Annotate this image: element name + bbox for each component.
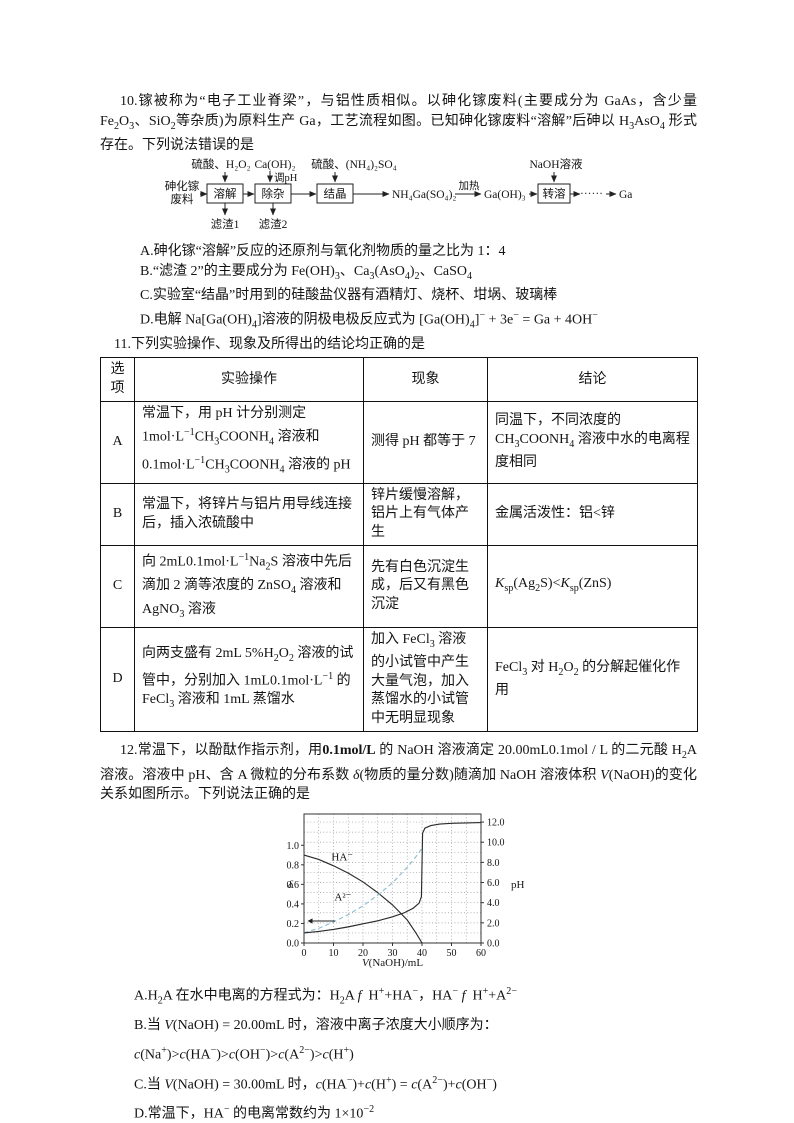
q12-option-b-order: c(Na+)>c(HA−)>c(OH−)>c(A2−)>c(H+) — [134, 1045, 354, 1063]
row-a-operation: 常温下，用 pH 计分别测定 1mol·L−1CH3COONH4 溶液和 0.1… — [134, 401, 364, 484]
row-c-conclusion: Ksp(Ag2S)<Ksp(ZnS) — [487, 545, 698, 628]
flow-product-gaoh3: Ga(OH)₃ — [484, 189, 526, 201]
flow-box-impurity-label: 除杂 — [262, 186, 285, 200]
svg-text:2.0: 2.0 — [487, 918, 500, 929]
q10-option-d: D.电解 Na[Ga(OH)4]溶液的阴极电极反应式为 [Ga(OH)4]− +… — [140, 309, 598, 331]
row-c-phenomenon: 先有白色沉淀生成，后又有黑色沉淀 — [363, 545, 488, 628]
svg-text:V(NaOH)/mL: V(NaOH)/mL — [362, 957, 423, 969]
svg-text:0.4: 0.4 — [287, 899, 300, 910]
row-a-option: A — [100, 401, 135, 484]
svg-text:0.8: 0.8 — [287, 860, 300, 871]
q10-stem: 10.镓被称为“电子工业脊梁”，与铝性质相似。以砷化镓废料(主要成分为 GaAs… — [100, 94, 697, 153]
svg-text:HA⁻: HA⁻ — [331, 851, 353, 863]
row-d-phenomenon: 加入 FeCl3 溶液的小试管中产生大量气泡，加入蒸馏水的小试管中无明显现象 — [363, 626, 488, 733]
header-conclusion: 结论 — [487, 357, 698, 403]
row-b-phenomenon: 锌片缓慢溶解，铝片上有气体产生 — [363, 482, 488, 547]
titration-chart: 0 10 20 30 40 50 60 0.0 0.2 0.4 0.6 0.8 1.0 0.0 2.0 4.0… — [283, 809, 533, 973]
row-b-operation: 常温下，将锌片与铝片用导线连接后，插入浓硫酸中 — [134, 482, 364, 547]
q12-stem: 12.常温下，以酚酞作指示剂，用0.1mol/L 的 NaOH 溶液滴定 20.… — [100, 743, 698, 803]
row-c-option: C — [100, 545, 135, 628]
svg-text:30: 30 — [388, 948, 398, 959]
flow-heat-label: 加热 — [459, 179, 480, 192]
row-d-option: D — [100, 626, 135, 733]
q11-stem: 11.下列实验操作、现象及所得出的结论均正确的是 — [114, 336, 425, 352]
flow-adjust-ph-label: 调pH — [274, 172, 298, 184]
table-header-row: 选项 实验操作 现象 结论 — [100, 357, 698, 403]
flow-residue-1: 滤渣1 — [211, 217, 240, 231]
svg-text:0.2: 0.2 — [287, 919, 300, 930]
svg-text:40: 40 — [417, 948, 427, 959]
q11-experiment-table: 选项 实验操作 现象 结论 A 常温下，用 pH 计分别测定 1mol·L−1C… — [100, 357, 698, 733]
distribution-ph-chart-svg: 0 10 20 30 40 50 600.00.20.40.60.81.00.02.04.0… — [287, 813, 525, 969]
svg-text:pH: pH — [511, 879, 525, 891]
svg-text:0.0: 0.0 — [487, 938, 500, 949]
svg-text:0.0: 0.0 — [287, 938, 300, 949]
svg-text:12.0: 12.0 — [487, 817, 505, 828]
flow-ellipsis: ······ — [580, 188, 603, 200]
flowchart-svg: 砷化镓 废料 溶解 除杂 结晶 NH₄Ga(SO₄)₂ 加热 Ga(OH)₃ — [165, 157, 633, 231]
flow-box-redissolve-label: 转溶 — [543, 186, 566, 200]
svg-text:0.6: 0.6 — [287, 880, 300, 891]
q12-option-d: D.常温下，HA− 的电离常数约为 1×10−2 — [134, 1104, 375, 1123]
flow-product-ga: Ga — [619, 189, 632, 201]
table-row: D 向两支盛有 2mL 5%H2O2 溶液的试管中，分别加入 1mL0.1mol… — [100, 626, 698, 733]
svg-text:δ: δ — [288, 879, 294, 891]
row-c-operation: 向 2mL0.1mol·L−1Na2S 溶液中先后滴加 2 滴等浓度的 ZnSO… — [134, 545, 364, 628]
row-b-conclusion: 金属活泼性：铝<锌 — [487, 482, 698, 547]
header-operation: 实验操作 — [134, 357, 364, 403]
flow-product-nh4gaso42: NH₄Ga(SO₄)₂ — [392, 189, 456, 201]
q12-options: A.H2A 在水中电离的方程式为：H2A f H++HA−，HA− f H++A… — [100, 979, 697, 1123]
flow-input-h2so4-h2o2: 硫酸、H₂O₂ — [191, 157, 250, 171]
flow-input-h2so4-nh42so4: 硫酸、(NH₄)₂SO₄ — [311, 157, 397, 171]
svg-text:0: 0 — [302, 948, 307, 959]
q10-option-a: A.砷化镓“溶解”反应的还原剂与氧化剂物质的量之比为 1：4 — [140, 244, 506, 260]
row-a-phenomenon: 测得 pH 都等于 7 — [363, 401, 488, 484]
q12-option-a: A.H2A 在水中电离的方程式为：H2A f H++HA−，HA− f H++A… — [134, 985, 518, 1007]
svg-text:8.0: 8.0 — [487, 858, 500, 869]
svg-text:10: 10 — [329, 948, 339, 959]
svg-text:1.0: 1.0 — [287, 840, 300, 851]
q10-options: A.砷化镓“溶解”反应的还原剂与氧化剂物质的量之比为 1：4 B.“滤渣 2”的… — [100, 242, 697, 335]
flow-residue-2: 滤渣2 — [259, 217, 288, 231]
q12-option-b: B.当 V(NaOH) = 20.00mL 时，溶液中离子浓度大小顺序为： — [134, 1018, 498, 1034]
q12-option-c: C.当 V(NaOH) = 30.00mL 时，c(HA−)+c(H+) = c… — [134, 1074, 497, 1093]
row-b-option: B — [100, 482, 135, 547]
header-option: 选项 — [100, 357, 135, 403]
table-row: A 常温下，用 pH 计分别测定 1mol·L−1CH3COONH4 溶液和 0… — [100, 401, 698, 484]
row-d-conclusion: FeCl3 对 H2O2 的分解起催化作用 — [487, 626, 698, 733]
row-d-operation: 向两支盛有 2mL 5%H2O2 溶液的试管中，分别加入 1mL0.1mol·L… — [134, 626, 364, 733]
svg-text:4.0: 4.0 — [487, 898, 500, 909]
svg-text:6.0: 6.0 — [487, 878, 500, 889]
process-flowchart: 砷化镓 废料 溶解 除杂 结晶 NH₄Ga(SO₄)₂ 加热 Ga(OH)₃ — [150, 156, 697, 241]
row-a-conclusion: 同温下，不同浓度的 CH3COONH4 溶液中水的电离程度相同 — [487, 401, 698, 484]
svg-text:20: 20 — [358, 948, 368, 959]
flow-box-crystallize-label: 结晶 — [324, 187, 347, 200]
svg-text:60: 60 — [476, 948, 486, 959]
table-row: B 常温下，将锌片与铝片用导线连接后，插入浓硫酸中 锌片缓慢溶解，铝片上有气体产… — [100, 482, 698, 547]
header-phenomenon: 现象 — [363, 357, 488, 403]
q10-option-c: C.实验室“结晶”时用到的硅酸盐仪器有酒精灯、烧杯、坩埚、玻璃棒 — [140, 288, 558, 304]
table-row: C 向 2mL0.1mol·L−1Na2S 溶液中先后滴加 2 滴等浓度的 Zn… — [100, 545, 698, 628]
svg-text:50: 50 — [447, 948, 457, 959]
page-content: 10.镓被称为“电子工业脊梁”，与铝性质相似。以砷化镓废料(主要成分为 GaAs… — [100, 92, 698, 1123]
flow-feed-line2: 废料 — [171, 192, 194, 206]
q10-option-b: B.“滤渣 2”的主要成分为 Fe(OH)3、Ca3(AsO4)2、CaSO4 — [140, 263, 473, 282]
flow-feed-line1: 砷化镓 — [165, 179, 200, 193]
svg-text:A²⁻: A²⁻ — [334, 891, 351, 903]
flow-input-caoh2: Ca(OH)₂ — [254, 159, 295, 171]
flow-input-naoh: NaOH溶液 — [529, 157, 583, 171]
flow-box-dissolve-label: 溶解 — [214, 186, 237, 200]
svg-text:10.0: 10.0 — [487, 837, 505, 848]
